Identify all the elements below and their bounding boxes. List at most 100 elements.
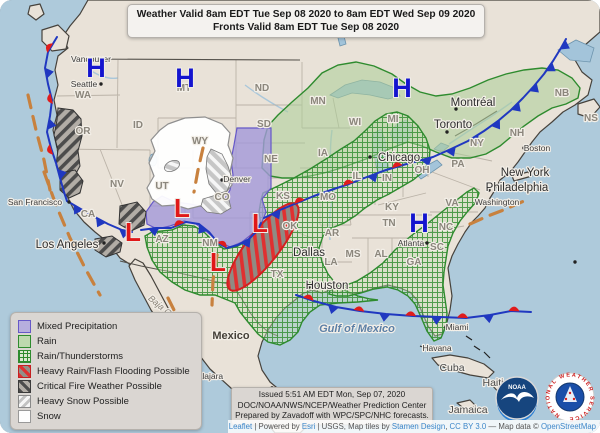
map-label: Los Angeles xyxy=(36,239,99,251)
rain-thunderstorms-swatch xyxy=(18,350,31,363)
legend-label: Rain/Thunderstorms xyxy=(37,351,124,362)
overlay-heavy-snow-patch xyxy=(205,148,233,195)
cold-front-triangle xyxy=(96,217,106,228)
legend-label: Snow xyxy=(37,411,61,422)
high-pressure-marker: H xyxy=(392,73,412,103)
mixed-precip-swatch xyxy=(18,320,31,333)
overlay-rain-thunderstorms-southeast xyxy=(328,187,480,342)
map-label: NM xyxy=(202,238,218,249)
map-label: WY xyxy=(192,136,208,147)
overlay-fire-weather xyxy=(94,235,123,258)
cold-front-triangle xyxy=(240,238,251,248)
map-label: UT xyxy=(155,181,168,192)
long-island xyxy=(511,171,533,182)
low-pressure-marker: L xyxy=(125,217,141,247)
legend-label: Critical Fire Weather Possible xyxy=(37,381,162,392)
map-label: IL xyxy=(353,171,362,182)
warm-front-semicircle xyxy=(47,144,54,155)
city-dot xyxy=(102,241,106,245)
cold-front-triangle xyxy=(431,316,443,325)
map-label: PA xyxy=(451,159,464,170)
warm-front-semicircle xyxy=(405,311,417,317)
snow-swatch xyxy=(18,410,31,423)
cold-front-triangle xyxy=(47,118,57,130)
city-dot xyxy=(454,107,458,111)
legend-item-heavy-rain: Heavy Rain/Flash Flooding Possible xyxy=(18,364,194,379)
legend-item-snow: Snow xyxy=(18,409,194,424)
map-label: New York xyxy=(501,167,550,179)
haida-island xyxy=(27,3,45,21)
map-label: Miami xyxy=(446,322,469,332)
map-label: VA xyxy=(445,198,458,209)
noaa-logo-text: NOAA xyxy=(508,385,526,391)
map-label: Vancouver xyxy=(71,54,111,64)
legend: Mixed Precipitation Rain Rain/Thundersto… xyxy=(10,312,202,430)
city-dot xyxy=(444,325,448,329)
overlay-fire-weather xyxy=(59,169,84,199)
attribution-link[interactable]: Leaflet xyxy=(228,422,253,431)
fronts-valid-text: Fronts Valid 8am EDT Tue Sep 08 2020 xyxy=(212,22,400,33)
map-label: Havana xyxy=(422,343,452,353)
overlay-heavy-snow-patch xyxy=(164,159,180,173)
rain-swatch xyxy=(18,335,31,348)
cold-front-triangle xyxy=(270,209,281,220)
legend-label: Mixed Precipitation xyxy=(37,321,118,332)
heavy-snow-swatch xyxy=(18,395,31,408)
map-label: ND xyxy=(255,83,269,94)
map-label: CO xyxy=(215,192,230,203)
attribution-bar: Leaflet | Powered by Esri | USGS, Map ti… xyxy=(228,420,600,433)
weather-overlays xyxy=(53,61,581,346)
map-label: AL xyxy=(374,249,387,260)
map-label: Chicago xyxy=(378,152,420,164)
cuba xyxy=(431,354,495,379)
map-label: TN xyxy=(382,218,395,229)
warm-front-semicircle xyxy=(45,43,54,53)
attribution-text: , xyxy=(445,422,450,431)
map-label: Boston xyxy=(524,143,551,153)
legend-item-fire-weather: Critical Fire Weather Possible xyxy=(18,379,194,394)
warm-front-semicircle xyxy=(392,162,403,169)
map-label: WI xyxy=(349,117,361,128)
map-label: ID xyxy=(133,120,143,131)
map-label: Mexico xyxy=(212,330,250,342)
cold-front-triangle xyxy=(148,227,160,237)
cold-front-triangle xyxy=(198,224,208,234)
cold-front-triangle xyxy=(119,229,131,239)
map-label: WA xyxy=(75,90,91,101)
map-label: Seattle xyxy=(71,79,98,89)
city-dot xyxy=(368,155,372,159)
city-dot xyxy=(292,253,296,257)
legend-label: Rain xyxy=(37,336,57,347)
fire-weather-swatch xyxy=(18,380,31,393)
map-label: Denver xyxy=(223,174,251,184)
attribution-link[interactable]: Stamen Design xyxy=(391,422,446,431)
map-label: San Francisco xyxy=(8,197,63,207)
map-label: KS xyxy=(276,191,290,202)
attribution-text: — Map data © xyxy=(486,422,541,431)
map-label: NS xyxy=(584,113,598,124)
map-label: Dallas xyxy=(293,247,325,259)
map-label: SD xyxy=(257,119,271,130)
city-dots xyxy=(67,59,577,390)
map-label: MI xyxy=(387,114,398,125)
attribution-text: | USGS, Map tiles by xyxy=(315,422,392,431)
cold-front-triangle xyxy=(511,102,521,112)
city-dot xyxy=(307,285,311,289)
city-dot xyxy=(216,374,220,378)
issued-time: Issued 5:51 AM EDT Mon, Sep 07, 2020 xyxy=(258,390,406,399)
low-pressure-marker: L xyxy=(174,193,190,223)
attribution-link[interactable]: OpenStreetMap xyxy=(540,422,596,431)
map-label: NB xyxy=(555,88,569,99)
cold-front-triangle xyxy=(490,119,501,130)
warm-front-semicircle xyxy=(353,306,365,312)
map-label: IA xyxy=(318,148,328,159)
legend-item-mixed-precip: Mixed Precipitation xyxy=(18,319,194,334)
attribution-link[interactable]: Esri xyxy=(301,422,316,431)
attribution-link[interactable]: CC BY 3.0 xyxy=(449,422,487,431)
map-label: OK xyxy=(283,221,299,232)
stationary-front-line xyxy=(140,221,262,249)
map-label: Montréal xyxy=(451,97,496,109)
issuing-office: DOC/NOAA/NWS/NCEP/Weather Prediction Cen… xyxy=(237,400,427,410)
map-label: Philadelphia xyxy=(486,182,549,194)
